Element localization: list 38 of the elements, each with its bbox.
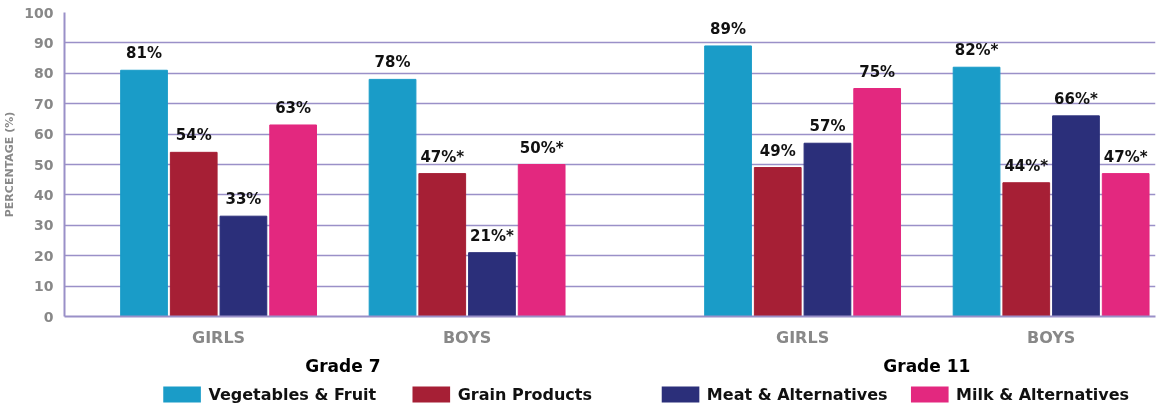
- data-label: 44%*: [1004, 156, 1049, 175]
- y-tick-label: 20: [34, 247, 54, 264]
- data-label: 66%*: [1054, 89, 1098, 108]
- y-tick-label: 0: [43, 308, 54, 325]
- text: Grade 7: [305, 355, 381, 376]
- y-tick-label: 10: [34, 278, 54, 295]
- data-label: 89%: [710, 19, 746, 38]
- data-label: 33%: [225, 190, 262, 209]
- y-tick-label: 90: [34, 34, 54, 51]
- text: Grade 11: [883, 355, 971, 376]
- data-label: 47%*: [1103, 147, 1148, 166]
- data-label: 81%: [126, 44, 162, 63]
- data-label: 75%: [859, 62, 896, 81]
- y-tick-label: 30: [34, 217, 54, 234]
- y-tick-label: 70: [34, 95, 54, 112]
- legend-label: Vegetables & Fruit: [208, 385, 377, 404]
- data-label: 47%*: [420, 147, 465, 166]
- data-label: 63%: [275, 98, 312, 117]
- x-tick-label: BOYS: [442, 327, 492, 347]
- x-tick-label: BOYS: [1026, 327, 1076, 347]
- y-axis-title: PERCENTAGE (%): [3, 111, 17, 218]
- data-label: 78%: [374, 53, 411, 72]
- legend-label: Meat & Alternatives: [706, 385, 888, 404]
- x-tick-label: GIRLS: [776, 327, 830, 347]
- legend-label: Grain Products: [457, 385, 593, 404]
- y-tick-label: 60: [34, 126, 54, 143]
- data-label: 49%: [759, 141, 796, 160]
- y-tick-label: 100: [24, 4, 54, 21]
- x-tick-label: GIRLS: [192, 327, 246, 347]
- y-tick-label: 50: [34, 156, 54, 173]
- data-label: 54%: [175, 126, 212, 145]
- y-tick-label: 80: [34, 65, 54, 82]
- data-label: 50%*: [519, 138, 564, 157]
- data-label: 82%*: [954, 41, 999, 60]
- data-label: 21%*: [470, 226, 514, 245]
- legend-label: Milk & Alternatives: [956, 385, 1130, 404]
- y-tick-label: 40: [34, 186, 54, 203]
- data-label: 57%: [809, 117, 846, 136]
